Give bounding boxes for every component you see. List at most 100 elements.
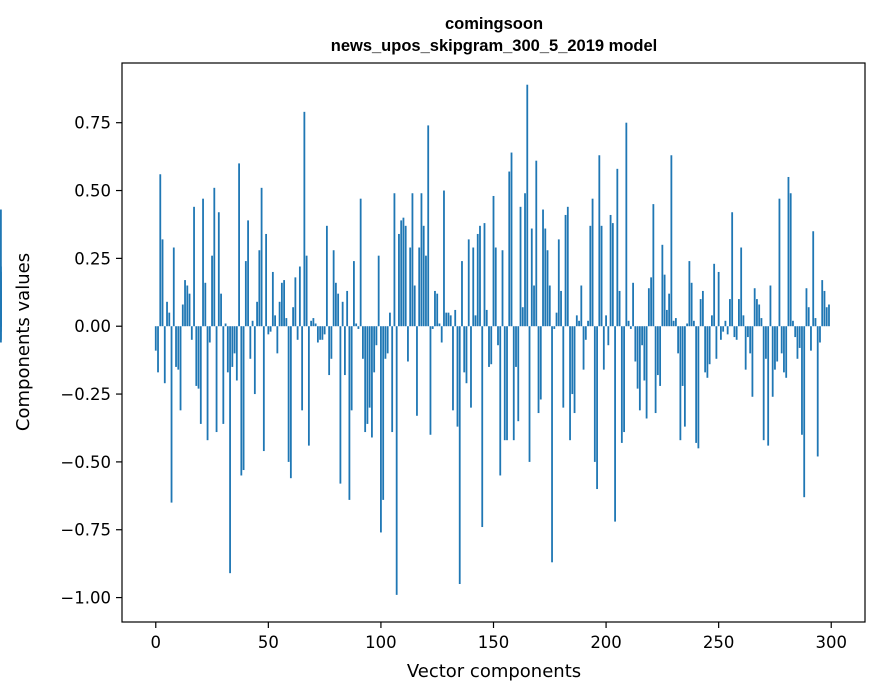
bar-component-191 [584, 326, 587, 340]
bar-component-207 [620, 326, 623, 443]
bar-component-216 [641, 326, 643, 346]
bar-component-135 [458, 326, 461, 585]
bar-component-58 [285, 318, 288, 327]
bar-component-130 [447, 312, 450, 327]
bar-component-5 [166, 301, 168, 327]
bar-component-151 [494, 247, 497, 327]
bar-component-288 [803, 326, 806, 498]
bar-component-70 [312, 318, 315, 327]
bar-component-11 [179, 326, 182, 411]
bar-component-286 [798, 326, 801, 348]
bar-component-20 [199, 326, 202, 424]
bar-component-274 [771, 326, 774, 397]
bar-component-226 [663, 274, 666, 327]
bar-component-205 [616, 168, 619, 327]
bar-component-201 [607, 326, 610, 346]
bar-component-212 [632, 282, 634, 327]
bar-component-101 [382, 326, 385, 500]
bar-component-107 [395, 326, 398, 595]
bar-component-102 [384, 326, 387, 359]
bar-component-28 [217, 212, 220, 327]
bar-component-42 [249, 326, 252, 359]
bar-component-85 [346, 290, 349, 327]
bar-component-193 [589, 225, 592, 327]
bar-component-126 [438, 323, 441, 327]
x-tick-label: 200 [590, 633, 622, 652]
bar-component-189 [580, 285, 583, 327]
bar-component-137 [463, 326, 466, 373]
bar-component-273 [769, 285, 772, 327]
bar-component-227 [665, 309, 668, 327]
bar-component-125 [436, 293, 439, 327]
bar-component-295 [819, 326, 821, 343]
bar-component-116 [416, 326, 418, 416]
bar-component-3 [161, 239, 164, 327]
bar-component-44 [253, 326, 256, 395]
x-tick-label: 0 [151, 633, 162, 652]
bar-component-176 [551, 326, 553, 563]
bar-component-14 [186, 285, 189, 327]
bar-component-10 [177, 326, 180, 370]
bar-component-239 [692, 320, 695, 327]
bar-component-140 [470, 326, 472, 408]
bar-component-257 [733, 326, 736, 338]
bar-component-79 [332, 250, 335, 327]
bar-component-158 [510, 152, 513, 327]
bar-component-121 [427, 125, 430, 327]
bar-component-114 [411, 193, 414, 327]
bar-component-236 [686, 323, 689, 327]
bar-component-16 [190, 326, 193, 340]
bar-component-62 [294, 277, 297, 327]
bar-component-152 [497, 326, 499, 346]
bar-component-123 [431, 326, 434, 329]
bar-component-84 [344, 326, 346, 376]
bar-component-272 [767, 326, 770, 446]
bar-component-92 [362, 326, 364, 359]
bar-component-undefined [0, 307, 2, 327]
bar-component-93 [364, 326, 367, 433]
bar-component-40 [244, 261, 247, 327]
bar-series [0, 84, 830, 595]
bar-component-81 [337, 293, 340, 327]
bar-component-211 [629, 326, 632, 329]
bar-component-76 [325, 225, 328, 327]
bar-component-104 [389, 312, 391, 327]
bar-component-248 [713, 263, 716, 327]
bar-component-1 [157, 326, 159, 373]
bar-component-251 [720, 326, 722, 340]
bar-component-258 [735, 326, 738, 340]
bar-component-234 [681, 326, 684, 386]
bar-component-143 [476, 233, 479, 327]
bar-component-13 [184, 280, 186, 327]
bar-component-276 [776, 326, 779, 362]
bar-component-54 [276, 326, 279, 354]
y-tick-label: 0.25 [74, 249, 111, 268]
bar-component-247 [711, 315, 713, 327]
bar-component-50 [267, 326, 270, 335]
bar-component-222 [654, 326, 657, 414]
bar-component-6 [168, 312, 171, 327]
bar-component-87 [350, 326, 353, 411]
bar-component-120 [425, 255, 427, 327]
bar-component-26 [213, 187, 216, 327]
bar-component-53 [274, 315, 276, 327]
bar-component-129 [445, 312, 448, 327]
bar-component-180 [560, 290, 562, 327]
bar-component-259 [738, 299, 740, 327]
bar-component-55 [278, 301, 281, 327]
bar-component-271 [765, 326, 767, 359]
bar-component-9 [175, 326, 177, 367]
bar-component-280 [785, 326, 788, 378]
bar-component-194 [591, 198, 594, 327]
bar-component-178 [555, 312, 558, 327]
bar-component-99 [377, 255, 380, 327]
bar-component-183 [566, 206, 569, 327]
bar-component-124 [434, 290, 436, 327]
bar-component-243 [701, 290, 704, 327]
bar-component-210 [627, 320, 630, 327]
bar-component-38 [240, 326, 243, 476]
bar-component-128 [443, 190, 445, 327]
bar-component-undefined [0, 326, 2, 340]
bar-component-184 [569, 326, 571, 441]
